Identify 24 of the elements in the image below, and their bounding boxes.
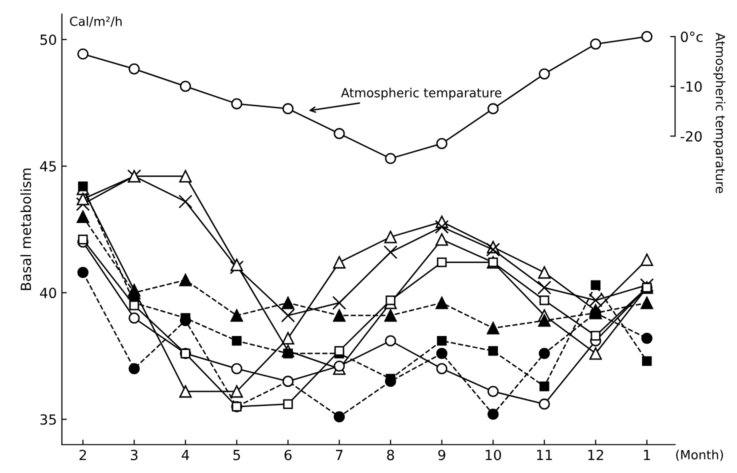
y2-tick-label: 0°c bbox=[680, 32, 703, 42]
x-tick-label: 2 bbox=[80, 450, 86, 460]
y2-tick-label: -10 bbox=[680, 81, 702, 92]
x-axis-title: (Month) bbox=[676, 450, 723, 461]
annotation: Atmospheric temparature bbox=[341, 88, 502, 100]
x-tick-label: 8 bbox=[387, 450, 394, 460]
y-tick-label: 45 bbox=[40, 161, 56, 172]
y-axis-title: Basal metabolism bbox=[20, 168, 32, 290]
annotation: Cal/m²/h bbox=[70, 16, 122, 27]
x-tick-label: 5 bbox=[233, 450, 240, 460]
x-tick-label: 10 bbox=[486, 450, 501, 460]
x-tick-label: 4 bbox=[182, 450, 190, 460]
x-tick-label: 1 bbox=[644, 450, 650, 460]
y2-tick-label: -20 bbox=[680, 131, 702, 142]
y-tick-label: 40 bbox=[40, 288, 56, 298]
y2-axis-title: Atmospheric temparature bbox=[713, 32, 726, 194]
x-tick-label: 3 bbox=[130, 450, 138, 460]
x-tick-label: 12 bbox=[588, 450, 604, 460]
x-tick-label: 9 bbox=[438, 450, 446, 460]
y-tick-label: 50 bbox=[40, 34, 56, 45]
y-tick-label: 35 bbox=[40, 414, 56, 425]
x-tick-label: 7 bbox=[336, 450, 343, 460]
x-tick-label: 11 bbox=[537, 450, 552, 460]
x-tick-label: 6 bbox=[284, 450, 292, 460]
